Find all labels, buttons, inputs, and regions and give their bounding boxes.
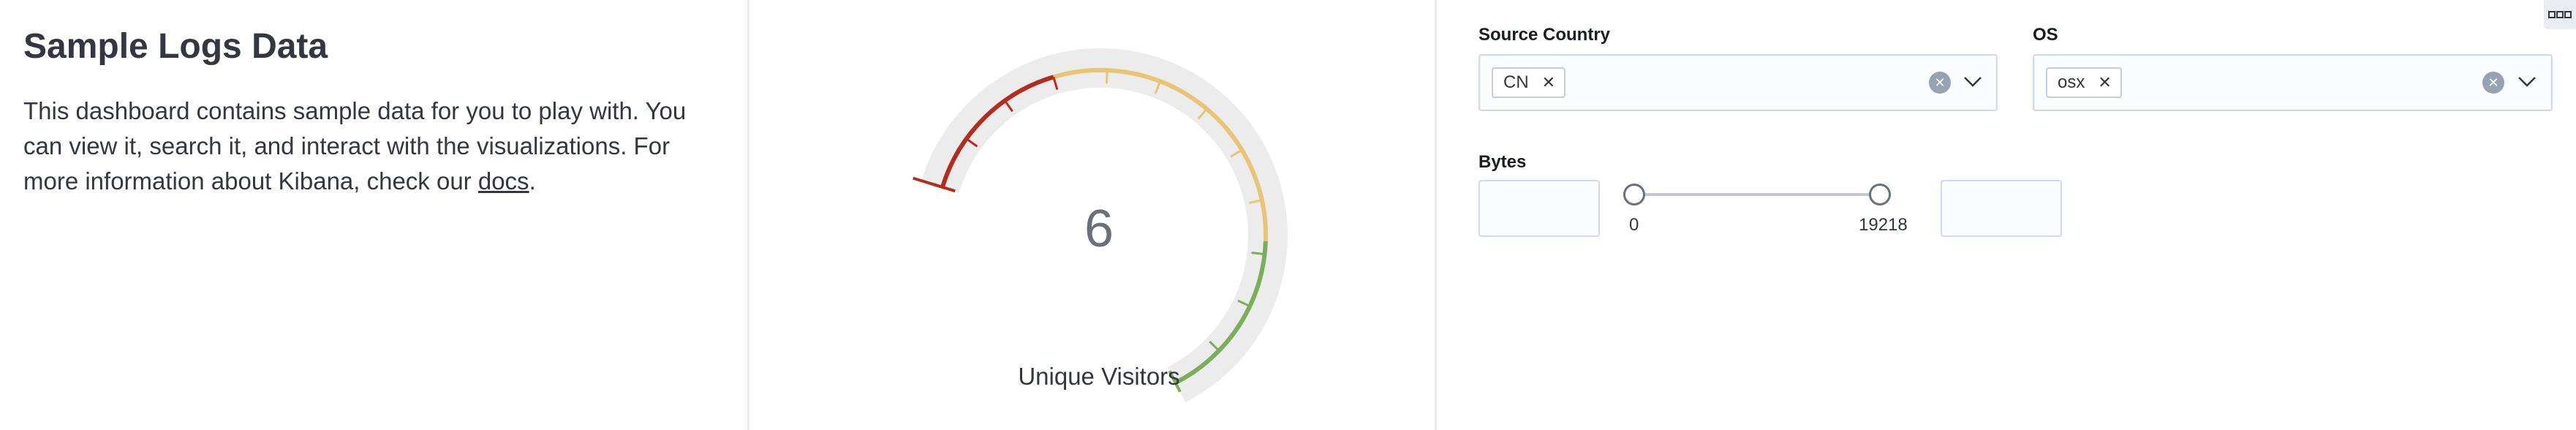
gauge-value: 6 bbox=[1084, 200, 1114, 258]
bytes-label: Bytes bbox=[1478, 152, 1527, 172]
clear-icon[interactable]: ✕ bbox=[1929, 72, 1951, 94]
controls-panel: Source Country CN ✕ ✕ OS osx ✕ ✕ Bytes 0… bbox=[1449, 0, 2576, 430]
slider-min-handle[interactable] bbox=[1623, 184, 1645, 205]
gauge-yellow-band bbox=[1052, 68, 1268, 241]
chevron-down-icon[interactable] bbox=[1960, 66, 1986, 98]
selected-option-pill[interactable]: osx ✕ bbox=[2046, 67, 2122, 98]
slider-min-label: 0 bbox=[1629, 215, 1639, 235]
gauge-tick bbox=[1251, 252, 1265, 256]
close-icon[interactable]: ✕ bbox=[1541, 73, 1556, 91]
gauge-tick bbox=[1105, 70, 1108, 84]
gauge-label: Unique Visitors bbox=[1018, 363, 1180, 390]
gauge-start-marker bbox=[913, 176, 945, 189]
close-icon[interactable]: ✕ bbox=[2098, 73, 2112, 91]
gauge-tick bbox=[1209, 340, 1220, 352]
gauge-tick bbox=[1004, 99, 1013, 113]
source-country-combobox[interactable]: CN ✕ ✕ bbox=[1478, 54, 1998, 111]
gauge-chart bbox=[913, 48, 1288, 403]
pill-label: CN bbox=[1503, 72, 1529, 92]
gauge-tick bbox=[1154, 80, 1162, 94]
gauge-tick bbox=[1237, 299, 1250, 308]
bytes-max-input[interactable] bbox=[1941, 180, 2062, 237]
slider-max-handle[interactable] bbox=[1869, 184, 1891, 205]
markdown-period: . bbox=[529, 167, 536, 195]
gauge-tick bbox=[1230, 148, 1243, 158]
gauge-tick bbox=[1168, 370, 1182, 393]
pill-label: osx bbox=[2058, 72, 2085, 92]
os-label: OS bbox=[2033, 25, 2058, 45]
chevron-down-icon[interactable] bbox=[2514, 66, 2540, 98]
gauge-tick bbox=[1052, 76, 1059, 90]
panel-divider bbox=[747, 0, 749, 430]
panel-title: Sample Logs Data bbox=[23, 27, 328, 66]
bytes-slider-track[interactable] bbox=[1635, 193, 1881, 196]
source-country-label: Source Country bbox=[1478, 25, 1611, 45]
gauge-ticks bbox=[913, 70, 1265, 393]
panel-menu-icon[interactable] bbox=[2544, 0, 2576, 29]
markdown-body: This dashboard contains sample data for … bbox=[23, 97, 687, 195]
markdown-panel: Sample Logs Data This dashboard contains… bbox=[0, 0, 749, 430]
gauge-red-band bbox=[940, 75, 1054, 188]
panel-divider bbox=[1435, 0, 1437, 430]
os-combobox[interactable]: osx ✕ ✕ bbox=[2033, 54, 2553, 111]
slider-max-label: 19218 bbox=[1859, 215, 1908, 235]
gauge-panel: 6 Unique Visitors bbox=[762, 0, 1436, 430]
docs-link[interactable]: docs bbox=[477, 167, 529, 195]
gauge-green-band bbox=[1174, 241, 1268, 385]
gauge-tick bbox=[965, 137, 978, 148]
clear-icon[interactable]: ✕ bbox=[2482, 72, 2504, 94]
selected-option-pill[interactable]: CN ✕ bbox=[1492, 67, 1566, 98]
markdown-text: This dashboard contains sample data for … bbox=[23, 94, 725, 199]
gauge-tick bbox=[1197, 108, 1208, 120]
bytes-min-input[interactable] bbox=[1478, 180, 1600, 237]
gauge-tick bbox=[1248, 199, 1263, 205]
